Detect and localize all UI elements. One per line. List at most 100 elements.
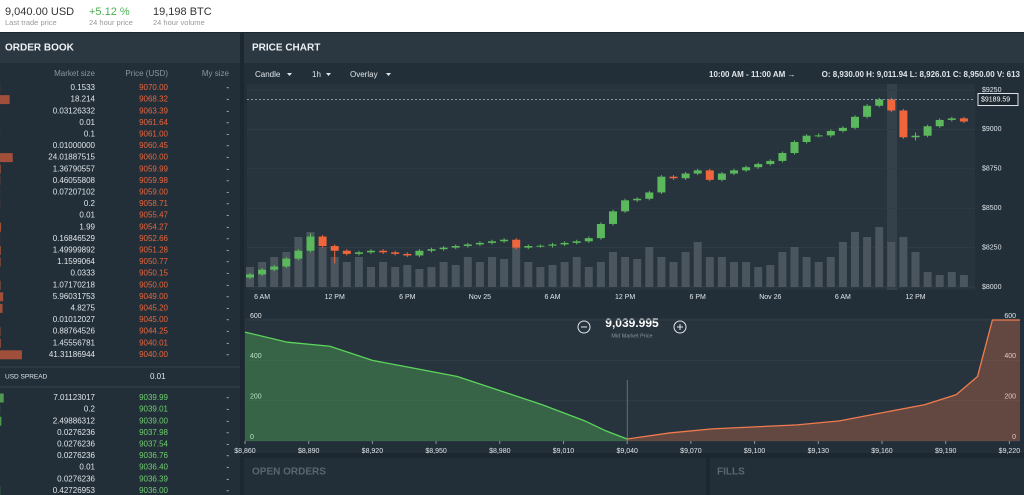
volume-bar [790, 247, 799, 287]
x-tick-label: $8,980 [489, 448, 511, 455]
my-size: - [226, 222, 229, 231]
y-tick-label: $8250 [982, 244, 1002, 251]
market-size: 2.49886312 [53, 416, 96, 425]
price: 9039.00 [139, 416, 168, 425]
volume-bar [270, 257, 279, 287]
dropdown-arrow [287, 73, 292, 76]
price-change: +5.12 % [89, 6, 130, 18]
ohlcv: O: 8,930.00 H: 9,011.94 L: 8,926.01 C: 8… [822, 70, 1021, 79]
volume-bar [621, 257, 630, 287]
price-chart-title-bar [244, 33, 1024, 63]
market-size: 1.07170218 [53, 280, 96, 289]
candle-body [887, 99, 896, 111]
my-size: - [226, 199, 229, 208]
price: 9039.01 [139, 405, 168, 414]
candle-body [439, 247, 448, 250]
candle-body [379, 250, 388, 253]
control[interactable]: 1h [312, 70, 321, 79]
volume-bar [282, 252, 291, 287]
volume-bar [512, 247, 521, 287]
candle-body [475, 242, 484, 245]
price: 9051.28 [139, 246, 168, 255]
y-tick-label: 600 [250, 313, 262, 320]
my-size: - [226, 211, 229, 220]
volume-bar [488, 257, 496, 287]
control[interactable]: Candle [255, 70, 281, 79]
x-tick-label: $9,160 [871, 448, 893, 455]
volume-bar [887, 242, 896, 287]
candle-body [802, 135, 811, 143]
market-size: 0.01 [79, 463, 95, 472]
volume-bar [742, 262, 751, 287]
depth-area [627, 320, 1020, 441]
dropdown-arrow [326, 73, 331, 76]
my-size: - [226, 474, 229, 483]
candle-body [717, 173, 726, 180]
volume-bar [778, 252, 787, 287]
zoom-in[interactable] [673, 320, 687, 334]
my-size: - [226, 451, 229, 460]
volume-bar [645, 247, 654, 287]
volume-bar [391, 267, 400, 287]
market-size: 41.31186944 [49, 350, 96, 359]
dropdown-arrow [386, 73, 391, 76]
market-size: 24.01887515 [48, 153, 95, 162]
price-chart-title: PRICE CHART [252, 43, 320, 54]
price: 9052.66 [139, 234, 168, 243]
price: 9045.20 [139, 304, 168, 313]
spread-label: USD SPREAD [5, 374, 48, 381]
candle-body [572, 241, 581, 243]
candle-body [633, 198, 642, 201]
market-size: 0.07207102 [53, 188, 96, 197]
price: 9040.00 [139, 350, 168, 359]
x-tick-label: 12 PM [325, 294, 345, 301]
volume-bar [669, 262, 678, 287]
market-size: 4.8275 [71, 304, 96, 313]
candle-body [391, 252, 400, 254]
zoom-out[interactable] [577, 320, 591, 334]
my-size: - [226, 428, 229, 437]
x-tick-label: 12 PM [905, 294, 925, 301]
volume-bar [693, 242, 702, 287]
price: 9059.99 [139, 164, 168, 173]
market-size: 0.88764526 [53, 327, 96, 336]
x-tick-label: Nov 25 [469, 294, 491, 301]
my-size: - [226, 393, 229, 402]
candle-body [766, 160, 775, 165]
volume-bar [342, 262, 351, 287]
price: 9045.00 [139, 315, 168, 324]
volume-bar [935, 275, 944, 287]
price: 9039.99 [139, 393, 168, 402]
market-size: 1.1599064 [57, 257, 95, 266]
control[interactable]: Overlay [350, 70, 378, 79]
x-tick-label: $8,920 [362, 448, 384, 455]
price: 9044.25 [139, 327, 168, 336]
candle-body [742, 167, 751, 171]
fills-panel [710, 458, 1024, 495]
my-size: - [226, 280, 229, 289]
price: 9063.39 [139, 106, 168, 115]
volume: 19,198 BTC [153, 6, 212, 18]
price: 9059.98 [139, 176, 168, 185]
price-tag-box [977, 93, 1019, 107]
volume-bar [633, 259, 642, 287]
candle-body [911, 135, 920, 138]
header-bar [0, 0, 1024, 32]
candle-body [596, 223, 605, 239]
x-tick-label: 6 AM [254, 294, 270, 301]
size-bar [0, 416, 2, 426]
candle-body [754, 164, 763, 168]
my-size: - [226, 292, 229, 301]
column-header: Price (USD) [125, 69, 168, 78]
x-tick-label: Nov 26 [759, 294, 781, 301]
x-tick-label: $9,220 [999, 448, 1021, 455]
price: 9036.40 [139, 463, 168, 472]
market-size: 1.36790557 [53, 164, 96, 173]
price: 9036.00 [139, 486, 168, 495]
volume-bar [500, 259, 509, 287]
market-size: 18.214 [71, 95, 96, 104]
y-tick-label: 400 [1004, 353, 1016, 360]
market-size: 7.01123017 [53, 393, 95, 402]
candle-body [705, 170, 714, 180]
y-tick-label: 200 [1004, 394, 1016, 401]
